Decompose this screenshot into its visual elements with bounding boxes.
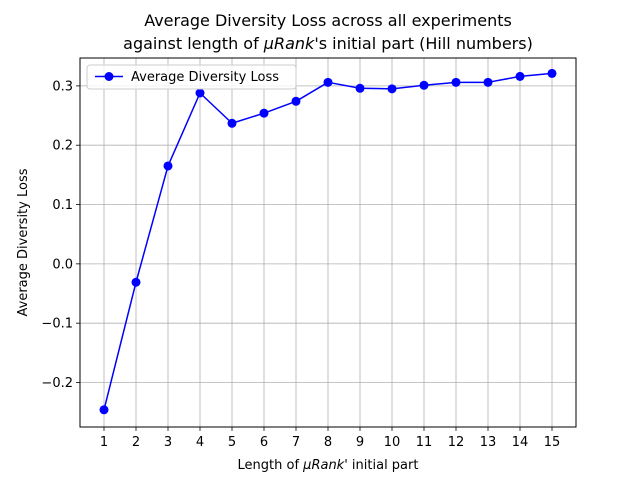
y-axis-ticks: −0.2 −0.1 0.0 0.1 0.2 0.3 bbox=[41, 79, 80, 391]
x-tick-label: 10 bbox=[384, 435, 401, 450]
x-tick-label: 8 bbox=[324, 435, 332, 450]
data-point bbox=[131, 277, 141, 287]
data-point bbox=[451, 77, 461, 87]
x-tick-label: 13 bbox=[480, 435, 497, 450]
data-point bbox=[195, 88, 205, 98]
chart-title-line-2: against length of μRank's initial part (… bbox=[123, 34, 533, 53]
series-layer bbox=[99, 68, 557, 415]
x-tick-label: 14 bbox=[512, 435, 529, 450]
y-tick-label: 0.3 bbox=[52, 79, 73, 94]
x-tick-label: 15 bbox=[544, 435, 561, 450]
x-tick-label: 3 bbox=[164, 435, 172, 450]
x-tick-label: 2 bbox=[132, 435, 140, 450]
data-point bbox=[483, 77, 493, 87]
x-tick-label: 5 bbox=[228, 435, 236, 450]
data-point bbox=[323, 77, 333, 87]
x-tick-label: 4 bbox=[196, 435, 204, 450]
y-tick-label: 0.0 bbox=[52, 257, 73, 272]
data-point bbox=[291, 96, 301, 106]
chart-title-line-1: Average Diversity Loss across all experi… bbox=[144, 11, 512, 30]
x-tick-label: 6 bbox=[260, 435, 268, 450]
data-point bbox=[419, 80, 429, 90]
grid-lines bbox=[80, 58, 576, 427]
x-tick-label: 9 bbox=[356, 435, 364, 450]
data-point bbox=[227, 118, 237, 128]
legend: Average Diversity Loss bbox=[86, 64, 297, 90]
y-tick-label: 0.1 bbox=[52, 198, 73, 213]
data-point bbox=[515, 71, 525, 81]
y-tick-label: −0.1 bbox=[41, 317, 73, 332]
x-tick-label: 11 bbox=[416, 435, 433, 450]
x-axis-ticks: 1 2 3 4 5 6 7 8 9 10 11 12 13 14 15 bbox=[100, 427, 560, 450]
data-point bbox=[99, 405, 109, 415]
legend-box bbox=[86, 64, 297, 90]
x-tick-label: 1 bbox=[100, 435, 108, 450]
data-point bbox=[259, 108, 269, 118]
data-point bbox=[547, 68, 557, 78]
y-axis-label: Average Diversity Loss bbox=[16, 168, 31, 316]
y-tick-label: 0.2 bbox=[52, 139, 73, 154]
x-tick-label: 12 bbox=[448, 435, 465, 450]
x-axis-label: Length of μRank' initial part bbox=[238, 458, 419, 473]
y-tick-label: −0.2 bbox=[41, 376, 73, 391]
data-point bbox=[355, 83, 365, 93]
data-point bbox=[387, 84, 397, 94]
legend-label: Average Diversity Loss bbox=[131, 70, 279, 85]
legend-marker-sample bbox=[104, 72, 114, 81]
data-point bbox=[163, 161, 173, 171]
x-tick-label: 7 bbox=[292, 435, 300, 450]
